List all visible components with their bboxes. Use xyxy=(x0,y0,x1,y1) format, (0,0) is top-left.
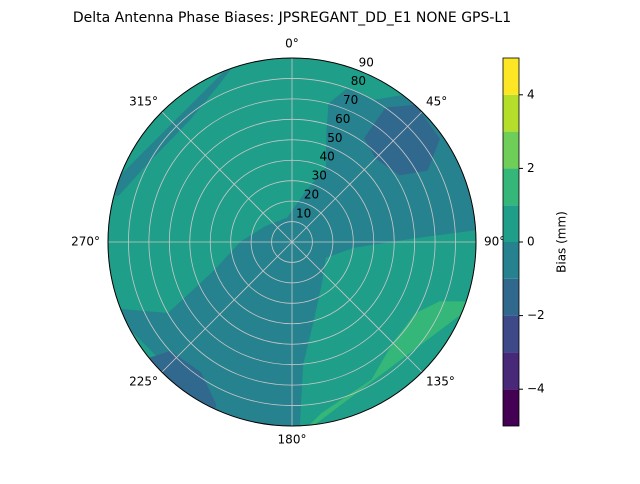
theta-tick-label: 315° xyxy=(129,94,158,108)
colorbar-band xyxy=(503,131,519,169)
contour-region xyxy=(364,104,440,176)
polar-frame xyxy=(107,57,477,427)
theta-tick-label: 225° xyxy=(129,375,158,389)
theta-tick-label: 0° xyxy=(285,37,299,51)
r-tick-label: 50 xyxy=(327,131,342,145)
grid-spoke xyxy=(161,111,293,243)
r-tick-label: 40 xyxy=(319,150,334,164)
colorbar-tick-label: 4 xyxy=(527,87,535,101)
r-tick-label: 60 xyxy=(335,112,350,126)
grid-spoke xyxy=(161,241,293,373)
contour-region xyxy=(108,87,476,426)
colorbar-band xyxy=(503,278,519,316)
r-tick-label: 70 xyxy=(343,93,358,107)
colorbar-band xyxy=(503,242,519,279)
theta-tick-label: 180° xyxy=(278,433,307,447)
colorbar-tick-label: 2 xyxy=(527,161,535,175)
theta-tick-label: 45° xyxy=(426,94,447,108)
theta-tick-label: 135° xyxy=(426,375,455,389)
colorbar-tick-label: 0 xyxy=(527,235,535,249)
r-tick-label: 10 xyxy=(296,206,311,220)
r-tick-label: 30 xyxy=(312,169,327,183)
colorbar-tick-label: −2 xyxy=(527,308,545,322)
colorbar-band xyxy=(503,389,519,426)
grid-spoke xyxy=(291,241,423,373)
colorbar-band xyxy=(503,168,519,206)
colorbar-label: Bias (mm) xyxy=(555,211,569,273)
colorbar-band xyxy=(503,315,519,353)
contour-region xyxy=(108,58,243,196)
theta-tick-label: 270° xyxy=(71,235,100,249)
r-tick-label: 90 xyxy=(359,55,374,69)
theta-tick-label: 90° xyxy=(484,235,505,249)
colorbar-tick-label: −4 xyxy=(527,382,545,396)
colorbar-band xyxy=(503,205,519,242)
colorbar-band xyxy=(503,352,519,390)
overlay: 10 20 30 40 50 60 70 80 90 0° 45° 90° 135° 180° 225° 27… xyxy=(71,37,505,447)
grid-spoke xyxy=(291,111,423,243)
colorbar-band xyxy=(503,94,519,132)
chart-title: Delta Antenna Phase Biases: JPSREGANT_DD… xyxy=(73,10,511,26)
colorbar-band xyxy=(503,58,519,95)
r-tick-label: 80 xyxy=(351,74,366,88)
r-tick-label: 20 xyxy=(304,187,319,201)
